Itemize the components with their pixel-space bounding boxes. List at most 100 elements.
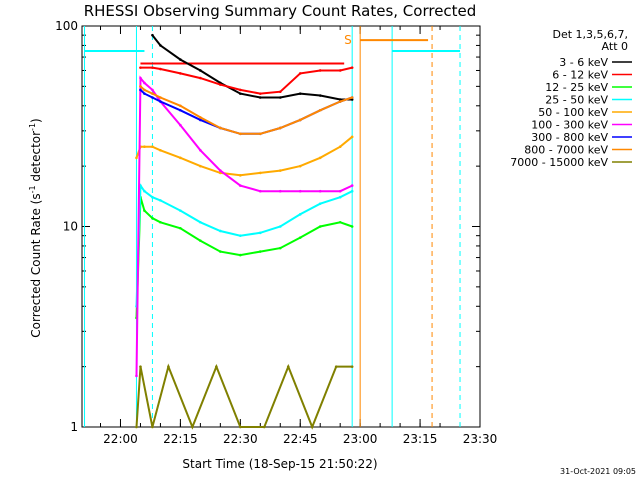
legend-label: 7000 - 15000 keV <box>510 156 608 169</box>
data-point <box>179 104 182 108</box>
data-point <box>338 100 342 103</box>
data-point <box>191 425 194 429</box>
data-point <box>334 365 338 368</box>
data-point <box>298 164 302 168</box>
data-point <box>159 148 162 152</box>
data-point <box>258 250 262 253</box>
data-point <box>179 226 182 230</box>
data-point <box>318 202 322 205</box>
data-point <box>159 100 162 103</box>
data-point <box>239 174 242 177</box>
data-point <box>199 220 202 224</box>
data-point <box>159 67 162 71</box>
data-point <box>143 88 146 92</box>
legend-label: 100 - 300 keV <box>531 119 608 132</box>
data-point <box>199 164 202 168</box>
data-point <box>258 92 262 95</box>
data-point <box>286 365 290 368</box>
data-point <box>139 365 142 368</box>
legend-label: 800 - 7000 keV <box>524 144 608 157</box>
data-point <box>239 132 242 136</box>
legend-label: 25 - 50 keV <box>545 94 608 107</box>
data-point <box>143 92 146 95</box>
data-point <box>318 156 322 160</box>
data-point <box>151 195 154 199</box>
data-point <box>199 116 202 119</box>
annotation-label: S <box>344 33 352 47</box>
data-point <box>278 96 282 99</box>
timestamp: 31-Oct-2021 09:05 <box>560 467 636 476</box>
data-point <box>239 425 242 429</box>
y-axis-label-part: Corrected Count Rate (s <box>29 193 43 337</box>
data-point <box>159 199 162 202</box>
data-point <box>298 92 302 95</box>
x-tick-label: 23:15 <box>403 432 438 446</box>
series-line-9 <box>135 363 353 430</box>
x-tick-label: 22:00 <box>103 432 138 446</box>
data-point <box>199 69 202 72</box>
data-point <box>151 216 154 220</box>
data-point <box>151 92 154 95</box>
data-point <box>318 94 322 97</box>
data-point <box>278 90 282 94</box>
series-line-1 <box>151 34 353 101</box>
data-point <box>167 365 170 368</box>
data-point <box>258 171 262 175</box>
data-point <box>350 365 354 368</box>
data-point <box>278 246 282 250</box>
data-point <box>179 156 182 160</box>
data-point <box>350 96 354 99</box>
data-point <box>219 126 222 130</box>
data-point <box>350 66 354 69</box>
legend-label: 300 - 800 keV <box>531 131 608 144</box>
data-point <box>298 236 302 239</box>
data-point <box>151 66 154 69</box>
y-tick-label: 1 <box>70 420 78 434</box>
data-point <box>278 225 282 228</box>
data-point <box>298 72 302 75</box>
legend-header-detectors: Det 1,3,5,6,7, <box>552 28 628 41</box>
legend-label: 6 - 12 keV <box>552 69 608 82</box>
data-point <box>239 253 242 257</box>
data-point <box>151 88 154 92</box>
data-point <box>258 132 262 136</box>
y-tick-label: 10 <box>63 220 78 234</box>
data-point <box>139 88 142 92</box>
data-point <box>239 184 242 187</box>
data-point <box>318 108 322 112</box>
x-axis-label: Start Time (18-Sep-15 21:50:22) <box>182 457 377 471</box>
data-point <box>258 96 262 99</box>
legend-header-attenuator: Att 0 <box>602 40 628 53</box>
data-point <box>199 239 202 242</box>
data-point <box>143 81 146 85</box>
data-point <box>338 189 342 193</box>
data-point <box>278 126 282 130</box>
x-tick-label: 22:45 <box>283 432 318 446</box>
data-point <box>151 33 154 37</box>
data-point <box>135 156 138 160</box>
data-point <box>298 189 302 193</box>
data-point <box>199 148 202 152</box>
data-point <box>199 118 202 122</box>
data-point <box>318 225 322 228</box>
series-line-8 <box>139 85 353 135</box>
data-point <box>338 220 342 224</box>
legend-label: 50 - 100 keV <box>538 106 608 119</box>
data-point <box>338 69 342 72</box>
data-point <box>219 229 222 233</box>
data-point <box>159 220 162 224</box>
data-point <box>338 195 342 199</box>
data-point <box>179 123 182 127</box>
data-point <box>139 85 142 88</box>
x-tick-label: 22:15 <box>163 432 198 446</box>
data-point <box>262 425 266 429</box>
data-point <box>151 96 154 99</box>
series-line-3 <box>135 196 353 318</box>
data-point <box>298 213 302 216</box>
data-point <box>338 145 342 149</box>
data-point <box>239 92 242 95</box>
data-point <box>151 425 154 429</box>
x-tick-label: 23:00 <box>343 432 378 446</box>
